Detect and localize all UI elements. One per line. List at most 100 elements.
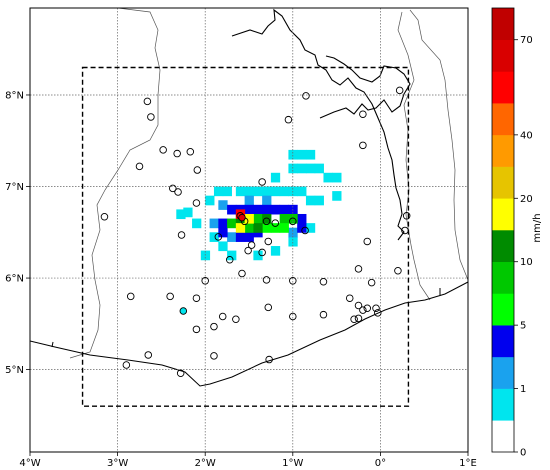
rain-cell: [227, 232, 237, 242]
station-marker: [319, 310, 328, 319]
colorbar-frame: [491, 7, 515, 453]
model-domain-box: [81, 66, 410, 407]
station-marker: [289, 217, 297, 226]
rain-cell: [227, 250, 237, 261]
colorbar-band: [492, 325, 514, 358]
rain-cell: [253, 213, 263, 224]
rain-cell: [262, 204, 272, 215]
station-marker: [144, 351, 153, 359]
station-marker-core: [238, 213, 246, 222]
rain-cell: [332, 172, 342, 183]
rain-cell: [270, 172, 281, 183]
lon-tick-label: 2°W: [195, 458, 216, 469]
station-marker: [258, 248, 266, 257]
station-marker: [247, 241, 256, 249]
station-marker: [395, 86, 404, 95]
station-marker: [363, 237, 372, 246]
station-marker: [159, 146, 167, 154]
rain-cell: [270, 223, 281, 233]
rain-cell: [253, 223, 263, 233]
rain-cell: [209, 232, 219, 242]
station-marker: [401, 226, 409, 235]
station-marker: [264, 303, 273, 312]
station-marker: [174, 188, 182, 196]
rain-cell: [279, 186, 289, 197]
rain-cell: [244, 195, 254, 206]
station-marker: [264, 237, 273, 246]
rain-cell: [262, 195, 272, 206]
rain-cell: [279, 213, 289, 224]
station-marker: [319, 277, 328, 286]
country-border-far-east: [409, 9, 468, 281]
colorbar-tick-label: 40: [520, 130, 533, 141]
station-marker: [289, 277, 297, 285]
station-marker: [193, 166, 202, 174]
rain-cell: [183, 207, 193, 218]
lake-volta-shoreline: [231, 8, 405, 241]
rain-cell: [305, 163, 316, 174]
station-marker: [262, 276, 271, 284]
rain-cell: [297, 163, 307, 174]
colorbar-tick-label: 5: [520, 321, 526, 332]
rain-cell: [270, 246, 281, 256]
rain-cell: [218, 218, 228, 229]
country-border-west: [69, 8, 161, 359]
rain-cell: [244, 213, 254, 224]
colorbar-band: [492, 39, 514, 72]
rain-cell: [244, 204, 254, 215]
rain-cell: [213, 186, 224, 197]
station-marker: [177, 231, 186, 239]
rain-cell: [227, 204, 237, 215]
station-marker: [350, 315, 358, 324]
rain-gauge-stations: [100, 86, 411, 378]
station-marker: [192, 199, 201, 207]
rain-cell: [262, 213, 272, 224]
rain-cell: [205, 195, 215, 206]
rain-cell: [279, 223, 289, 233]
station-marker: [258, 178, 266, 186]
colorbar-unit-label: mm/h: [532, 213, 543, 242]
map-frame: [29, 7, 469, 453]
colorbar: 0 1 5 10 20 40 70 mm/h: [491, 7, 543, 459]
rain-cell: [253, 250, 263, 261]
colorbar-tick-label: 1: [520, 384, 526, 395]
coastline: [30, 281, 468, 387]
rain-cell: [262, 186, 272, 197]
lat-tick-label: 6°N: [5, 274, 24, 285]
rain-cell: [270, 204, 281, 215]
rain-cell: [218, 241, 228, 252]
station-marker: [169, 184, 177, 193]
colorbar-band: [492, 198, 514, 231]
rain-cell: [288, 227, 298, 238]
station-marker: [135, 162, 144, 171]
station-marker: [218, 312, 227, 321]
station-marker: [147, 113, 155, 121]
rain-cell: [297, 149, 307, 160]
lon-tick-label: 1°E: [459, 458, 477, 469]
station-marker: [302, 92, 310, 100]
rain-cell: [209, 218, 219, 229]
rain-cell: [314, 163, 324, 174]
lon-tick-label: 4°W: [19, 458, 40, 469]
colorbar-band: [492, 103, 514, 136]
colorbar-band: [492, 230, 514, 263]
colorbar-band: [492, 293, 514, 326]
rain-cell: [235, 232, 246, 242]
station-marker-highlighted: [179, 307, 188, 315]
rain-cell: [323, 172, 333, 183]
lon-tick-label: 0°: [375, 458, 386, 469]
station-marker: [289, 312, 297, 321]
colorbar-band: [492, 134, 514, 167]
station-marker: [367, 278, 376, 287]
station-marker: [126, 292, 135, 301]
station-marker: [122, 361, 131, 369]
lake-volta-shoreline-east: [319, 55, 411, 119]
rain-cell: [279, 204, 289, 215]
rain-cell: [176, 209, 186, 220]
station-marker: [143, 97, 152, 106]
station-marker: [232, 315, 240, 324]
station-marker: [201, 277, 209, 285]
station-marker: [402, 212, 411, 220]
rain-cell: [218, 227, 228, 238]
rain-cell: [262, 223, 272, 233]
